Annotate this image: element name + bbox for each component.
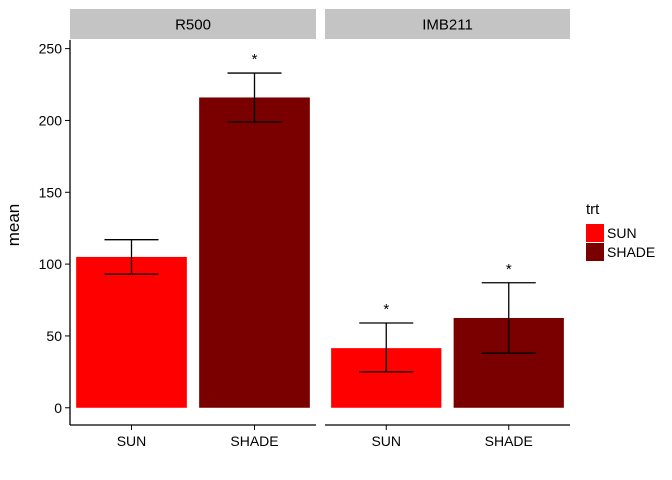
x-tick-label: SHADE — [230, 433, 278, 449]
bar-sun — [76, 256, 187, 408]
panels-layer: R500 SUN * SHADE IMB211 * SUN * SHADE — [70, 9, 570, 449]
error-bar — [481, 282, 536, 354]
significance-label: * — [506, 261, 512, 278]
panel-imb211: IMB211 * SUN * SHADE — [325, 9, 570, 449]
error-bar — [104, 239, 159, 275]
y-tick-label: 150 — [39, 184, 63, 200]
facet-strip-label: IMB211 — [422, 17, 473, 34]
error-bar — [227, 72, 282, 123]
legend-title: trt — [586, 201, 600, 218]
significance-label: * — [252, 51, 258, 68]
facet-strip — [70, 9, 316, 39]
facet-strip-label: R500 — [175, 17, 211, 34]
y-tick-label: 100 — [39, 256, 63, 272]
legend: trt SUN SHADE — [586, 201, 655, 261]
error-bar — [359, 322, 414, 373]
y-axis: 0 50 100 150 200 250 — [39, 40, 71, 425]
facet-strip — [325, 9, 570, 39]
y-tick-label: 0 — [54, 400, 62, 416]
y-tick-label: 50 — [46, 328, 62, 344]
panel-r500: R500 SUN * SHADE — [70, 9, 316, 449]
legend-label: SUN — [607, 225, 637, 241]
legend-swatch-shade — [586, 243, 604, 261]
y-axis-title: mean — [4, 204, 23, 247]
legend-swatch-sun — [586, 224, 604, 242]
x-tick-label: SUN — [117, 433, 147, 449]
x-tick-label: SUN — [371, 433, 401, 449]
bar-shade — [199, 97, 310, 408]
x-tick-label: SHADE — [485, 433, 533, 449]
y-tick-label: 250 — [39, 41, 63, 57]
legend-label: SHADE — [607, 244, 655, 260]
significance-label: * — [383, 301, 389, 318]
y-tick-label: 200 — [39, 112, 63, 128]
